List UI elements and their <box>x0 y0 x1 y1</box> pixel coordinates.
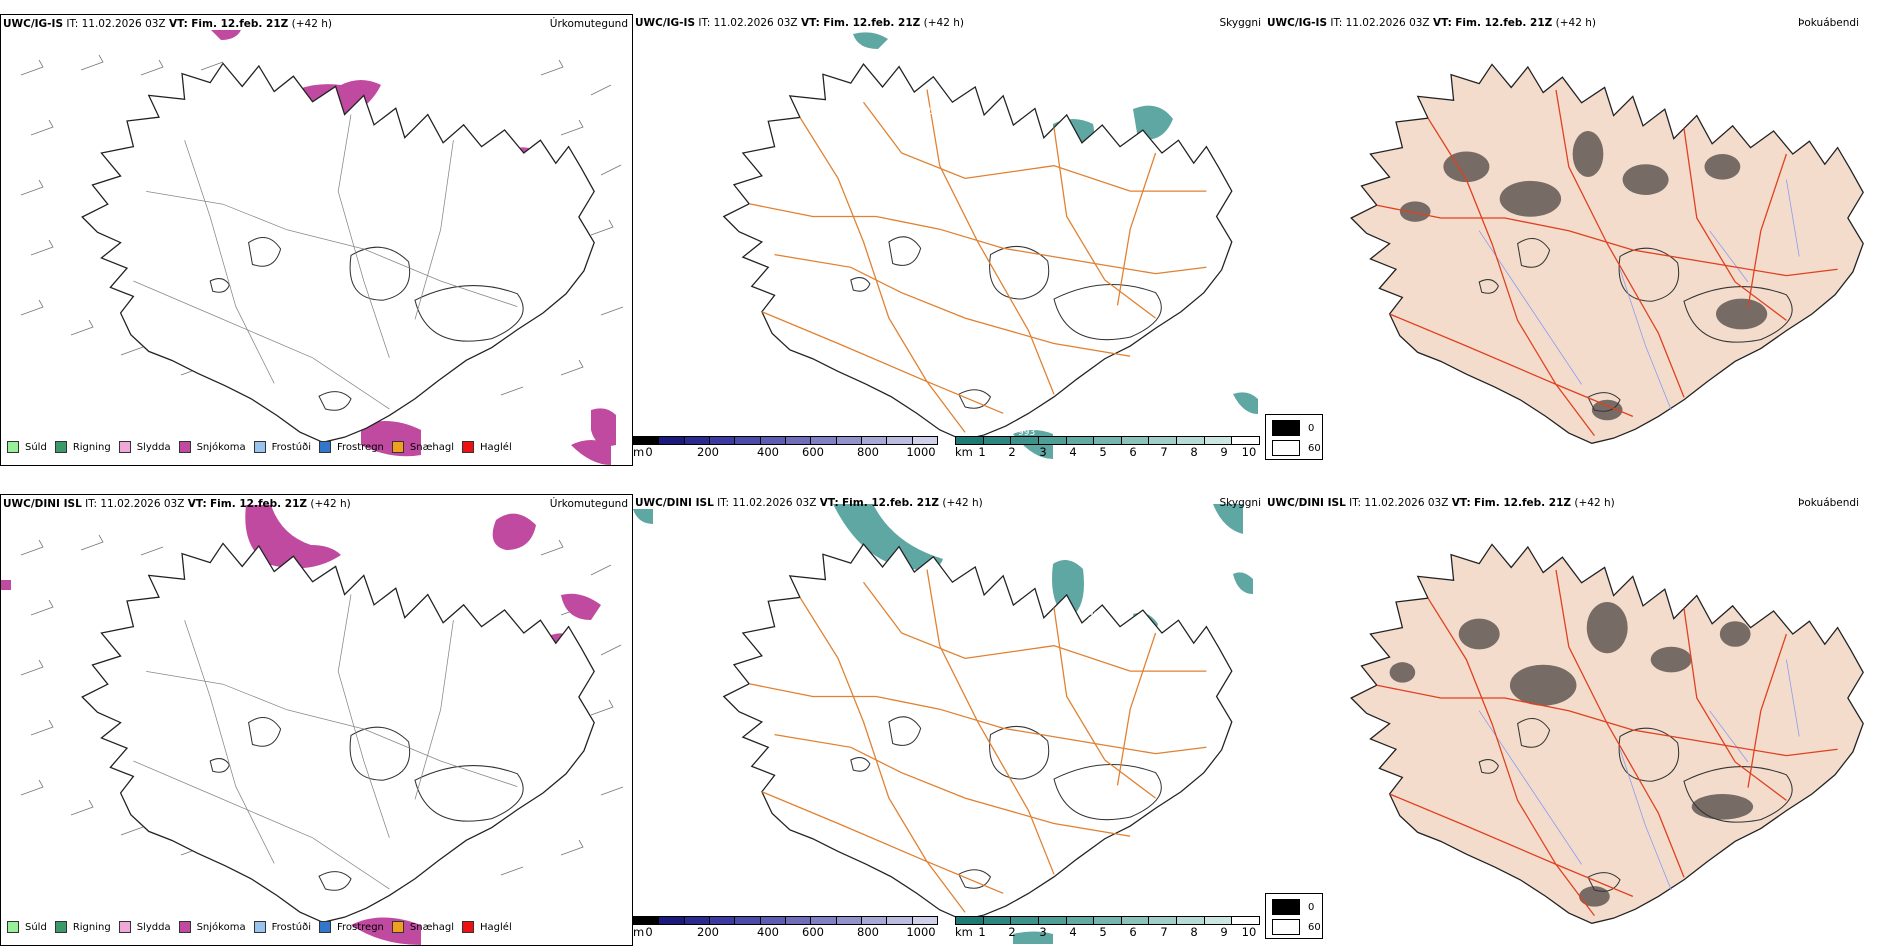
precip-map-row1 <box>20 30 624 465</box>
panel-header-row1-cloud: UWC/IG-IS IT: 11.02.2026 03Z VT: Fim. 12… <box>635 17 964 29</box>
vt-value: Fim. 12.feb. 21Z <box>191 18 289 30</box>
panel-header-row2-cloud: UWC/DINI ISL IT: 11.02.2026 03Z VT: Fim.… <box>635 497 983 509</box>
legend-swatch <box>54 441 67 453</box>
panel-header-row2-fog: UWC/DINI ISL IT: 11.02.2026 03Z VT: Fim.… <box>1267 497 1615 509</box>
precip-legend-row2: Súld Rigning Slydda Snjókoma Frostúði Fr… <box>7 921 512 933</box>
panel-header-row1-fog: UWC/IG-IS IT: 11.02.2026 03Z VT: Fim. 12… <box>1267 17 1596 29</box>
fog-panel-row2: UWC/DINI ISL IT: 11.02.2026 03Z VT: Fim.… <box>1265 494 1865 944</box>
fog-legend-item-60: 60 <box>1272 440 1321 456</box>
fog-panel-row1: UWC/IG-IS IT: 11.02.2026 03Z VT: Fim. 12… <box>1265 14 1865 464</box>
fog-legend-item-0: 0 <box>1272 420 1314 436</box>
legend-swatch <box>118 441 131 453</box>
vt-label: VT: <box>168 18 188 30</box>
cloud-panel-row2: 32 UWC/DINI ISL IT: 11.02.2026 03Z VT: F… <box>633 494 1263 944</box>
legend-item-frostregn: Frostregn <box>319 441 384 453</box>
visibility-colorbar-ticks: km 1 2 3 4 5 6 7 8 9 10 <box>955 445 1257 459</box>
legend-swatch <box>391 441 404 453</box>
cloud-panel-row1: 552 250 993 UWC/IG-IS IT: 11.02.2026 03Z… <box>633 14 1263 464</box>
annotation-552: 552 <box>928 107 945 117</box>
legend-item-sudl: Súld <box>7 441 47 453</box>
annotation-250: 250 <box>1088 145 1105 155</box>
panel-title-cloud: Skyggni <box>1219 497 1262 509</box>
visibility-colorbar-row1: km 1 2 3 4 5 6 7 8 9 10 <box>955 436 1260 459</box>
panel-title-cloud: Skyggni <box>1219 17 1262 29</box>
panel-header-row1-precip: UWC/IG-IS IT: 11.02.2026 03Z VT: Fim. 12… <box>3 18 332 30</box>
legend-swatch <box>319 441 331 453</box>
it-value: 11.02.2026 03Z <box>81 18 166 30</box>
cloud-map-row1: 552 250 993 <box>723 32 1258 459</box>
legend-item-frostudi: Frostúði <box>253 441 311 453</box>
ceiling-colorbar-swatches <box>633 436 938 445</box>
precip-panel-row1: UWC/IG-IS IT: 11.02.2026 03Z VT: Fim. 12… <box>0 14 633 466</box>
legend-item-slydda: Slydda <box>118 441 171 453</box>
annotation-993: 993 <box>1018 428 1035 438</box>
fog-legend-row1: 0 60 <box>1265 414 1323 460</box>
lead-time: (+42 h) <box>291 18 332 30</box>
legend-item-rigning: Rigning <box>54 441 111 453</box>
panel-title-precip: Úrkomutegund <box>549 18 628 30</box>
panel-title-fog: Þokuábendi <box>1798 497 1859 509</box>
model-name: UWC/IG-IS <box>3 18 64 30</box>
ceiling-colorbar-row1: m 0 200 400 600 800 1000 <box>633 436 938 459</box>
legend-item-haglel: Haglél <box>462 441 512 453</box>
panel-header-row2-precip: UWC/DINI ISL IT: 11.02.2026 03Z VT: Fim.… <box>3 498 351 510</box>
legend-item-snjokoma: Snjókoma <box>178 441 246 453</box>
legend-swatch <box>178 441 191 453</box>
precip-panel-row2: UWC/DINI ISL IT: 11.02.2026 03Z VT: Fim.… <box>0 494 633 946</box>
it-label: IT: <box>66 18 79 30</box>
panel-title-fog: Þokuábendi <box>1798 17 1859 29</box>
fog-legend-row2: 0 60 <box>1265 893 1323 939</box>
legend-swatch <box>462 441 475 453</box>
legend-swatch <box>253 441 266 453</box>
panel-title-precip: Úrkomutegund <box>549 498 628 510</box>
ceiling-colorbar-row2: m 0 200 400 600 800 1000 <box>633 916 938 939</box>
visibility-colorbar-row2: km 1 2 3 4 5 6 7 8 9 10 <box>955 916 1260 939</box>
precip-legend-row1: Súld Rigning Slydda Snjókoma Frostúði Fr… <box>7 441 512 453</box>
ceiling-colorbar-ticks: m 0 200 400 600 800 1000 <box>633 445 936 459</box>
fog-map-row1 <box>1350 63 1864 444</box>
cloud-map-row2: 32 <box>633 504 1253 944</box>
annotation-32: 32 <box>1088 611 1099 621</box>
visibility-colorbar-swatches <box>955 436 1260 445</box>
legend-item-snaehagl: Snæhagl <box>391 441 454 453</box>
fog-map-row2 <box>1350 543 1864 924</box>
legend-swatch <box>7 441 19 453</box>
precip-map-row2 <box>1 505 624 945</box>
